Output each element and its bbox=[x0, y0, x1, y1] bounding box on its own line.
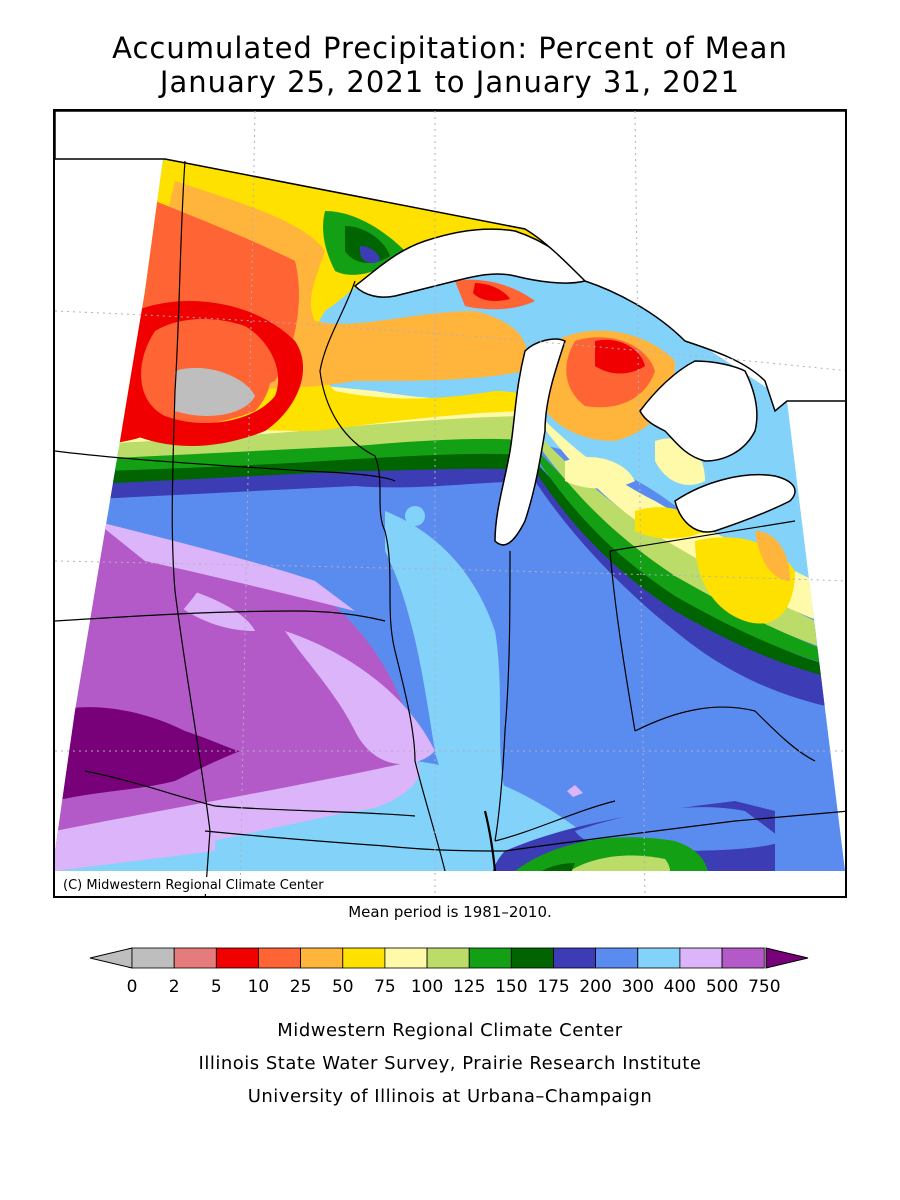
legend-tick-label: 175 bbox=[537, 977, 569, 997]
map-title-line-2: January 25, 2021 to January 31, 2021 bbox=[159, 65, 741, 99]
legend-bin-200-300 bbox=[595, 947, 639, 969]
legend-bin-400-500 bbox=[679, 947, 723, 969]
legend-low-arrow bbox=[89, 947, 133, 969]
legend-high-arrow bbox=[765, 947, 809, 969]
legend-tick-label: 500 bbox=[706, 977, 738, 997]
legend-bin-25-50 bbox=[300, 947, 344, 969]
precipitation-map: (C) Midwestern Regional Climate Center bbox=[53, 109, 847, 898]
legend-bin-500-750 bbox=[721, 947, 765, 969]
credit-line-1: Midwestern Regional Climate Center bbox=[277, 1020, 623, 1041]
legend-bin-0-2 bbox=[131, 947, 175, 969]
map-title-line-1: Accumulated Precipitation: Percent of Me… bbox=[112, 31, 788, 65]
legend-tick-label: 100 bbox=[411, 977, 443, 997]
legend-bin-75-100 bbox=[384, 947, 428, 969]
legend-tick-label: 5 bbox=[211, 977, 222, 997]
legend-bin-10-25 bbox=[257, 947, 301, 969]
legend-tick-label: 200 bbox=[579, 977, 611, 997]
legend-tick-label: 50 bbox=[332, 977, 354, 997]
legend-tick-label: 400 bbox=[664, 977, 696, 997]
legend-bin-2-5 bbox=[173, 947, 217, 969]
legend-bin-300-400 bbox=[637, 947, 681, 969]
legend-bin-150-175 bbox=[510, 947, 554, 969]
color-legend: 0 2 5 10 25 50 75 100 125 150 175 200 300 400 500 750 bbox=[89, 947, 809, 997]
legend-bin-100-125 bbox=[426, 947, 470, 969]
lat-lon-grid bbox=[55, 111, 845, 896]
legend-tick-label: 2 bbox=[169, 977, 180, 997]
river-lines bbox=[483, 810, 497, 872]
credit-line-2: Illinois State Water Survey, Prairie Res… bbox=[198, 1053, 702, 1074]
legend-tick-label: 0 bbox=[127, 977, 138, 997]
copyright-label: (C) Midwestern Regional Climate Center bbox=[59, 877, 330, 894]
legend-tick-label: 750 bbox=[748, 977, 780, 997]
mean-period-note: Mean period is 1981–2010. bbox=[348, 903, 552, 921]
legend-tick-label: 25 bbox=[290, 977, 312, 997]
legend-tick-label: 75 bbox=[374, 977, 396, 997]
legend-bin-125-150 bbox=[468, 947, 512, 969]
credit-line-3: University of Illinois at Urbana–Champai… bbox=[247, 1086, 653, 1107]
state-borders bbox=[55, 160, 845, 896]
legend-tick-label: 125 bbox=[453, 977, 485, 997]
legend-bin-5-10 bbox=[215, 947, 259, 969]
legend-tick-label: 300 bbox=[622, 977, 654, 997]
great-lakes bbox=[353, 228, 796, 546]
legend-tick-label: 10 bbox=[248, 977, 270, 997]
legend-tick-label: 150 bbox=[495, 977, 527, 997]
canada-region bbox=[55, 111, 845, 413]
legend-bin-175-200 bbox=[553, 947, 597, 969]
legend-bin-50-75 bbox=[342, 947, 386, 969]
